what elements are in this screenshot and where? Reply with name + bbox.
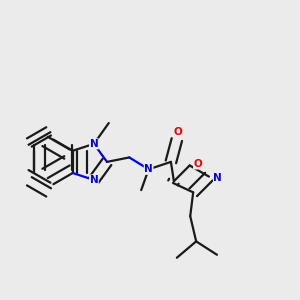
Text: N: N — [89, 139, 98, 149]
Text: O: O — [174, 127, 183, 137]
Text: N: N — [214, 173, 222, 183]
Text: O: O — [194, 159, 202, 169]
Text: N: N — [144, 164, 153, 174]
Text: N: N — [89, 175, 98, 185]
